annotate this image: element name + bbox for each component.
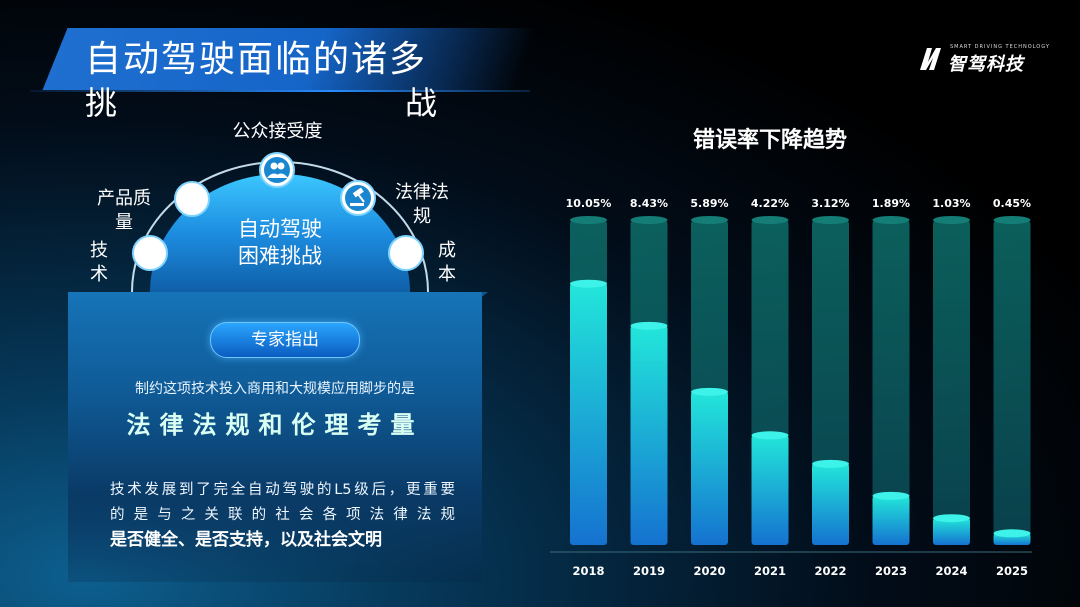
chart-title: 错误率下降趋势 <box>692 128 847 153</box>
bar-track-cap <box>872 216 910 224</box>
bar <box>933 518 970 545</box>
x-tick-label: 2022 <box>814 564 846 578</box>
card-emphasis-text: 法律法规和伦理考量 <box>126 411 424 439</box>
expert-badge: 专家指出 <box>210 322 360 358</box>
x-tick-label: 2025 <box>996 564 1028 578</box>
node-label-cost: 成本 <box>438 240 456 285</box>
node-label-quality: 产品质量 <box>97 188 151 233</box>
bar-value-label: 1.03% <box>932 197 970 210</box>
bar-track-cap <box>630 216 668 224</box>
bar-cap <box>751 431 789 440</box>
bar-value-label: 3.12% <box>811 197 849 210</box>
x-tick-label: 2021 <box>754 564 786 578</box>
bar-track-cap <box>812 216 849 224</box>
brand-tagline: SMART DRIVING TECHNOLOGY <box>950 44 1050 50</box>
x-tick-label: 2024 <box>935 564 967 578</box>
bar <box>872 495 910 545</box>
bar-cap <box>691 387 728 396</box>
bar-value-label: 1.89% <box>872 197 910 210</box>
page-title-continued-right: 战 <box>405 84 438 122</box>
title-underline <box>30 90 530 92</box>
bar-value-label: 0.45% <box>993 197 1031 210</box>
bar-cap <box>872 491 910 500</box>
card-paragraph-line3: 是否健全、是否支持，以及社会文明 <box>110 530 382 550</box>
bar-cap <box>933 514 970 523</box>
bar-track <box>993 220 1031 545</box>
node-label-tech: 技术 <box>90 240 108 285</box>
x-tick-label: 2018 <box>572 564 604 578</box>
bar-track-cap <box>691 216 728 224</box>
bar-value-label: 4.22% <box>751 197 789 210</box>
bar-value-label: 10.05% <box>566 197 612 210</box>
card-paragraph-line1: 技术发展到了完全自动驾驶的L5级后，更重要 <box>110 482 455 498</box>
dome-center-label: 自动驾驶 困难挑战 <box>238 217 322 268</box>
bar-track-cap <box>993 216 1031 224</box>
x-tick-label: 2020 <box>693 564 725 578</box>
bar-track <box>933 220 970 545</box>
page-title-continued-left: 挑 <box>85 84 118 122</box>
bar-track-cap <box>751 216 789 224</box>
node-label-public: 公众接受度 <box>232 121 323 142</box>
bar-track-cap <box>933 216 970 224</box>
page-title: 自动驾驶面临的诸多 <box>85 39 428 80</box>
bar-cap <box>630 321 668 330</box>
bar <box>812 463 849 545</box>
bar-cap <box>570 279 607 288</box>
x-tick-label: 2019 <box>633 564 665 578</box>
card-intro-text: 制约这项技术投入商用和大规模应用脚步的是 <box>135 381 415 397</box>
brand-logo-icon <box>920 48 941 70</box>
bar-value-label: 5.89% <box>690 197 728 210</box>
bar-value-label: 8.43% <box>630 197 668 210</box>
bar <box>751 435 789 545</box>
bar-track-cap <box>570 216 607 224</box>
bar <box>570 283 607 545</box>
error-rate-bar-chart: 10.05% 2018 8.43% 2019 5.89% 2020 4.22% 2021 3.1… <box>550 197 1032 578</box>
bar-cap <box>812 459 849 468</box>
card-paragraph-line2: 的是与之关联的社会各项法律法规 <box>110 507 455 523</box>
node-label-law: 法律法规 <box>395 182 449 227</box>
bar <box>691 391 728 545</box>
bar-track <box>872 220 910 545</box>
bar-cap <box>993 529 1031 538</box>
x-tick-label: 2023 <box>875 564 907 578</box>
bar <box>630 325 668 545</box>
brand-name: 智驾科技 <box>948 54 1024 75</box>
